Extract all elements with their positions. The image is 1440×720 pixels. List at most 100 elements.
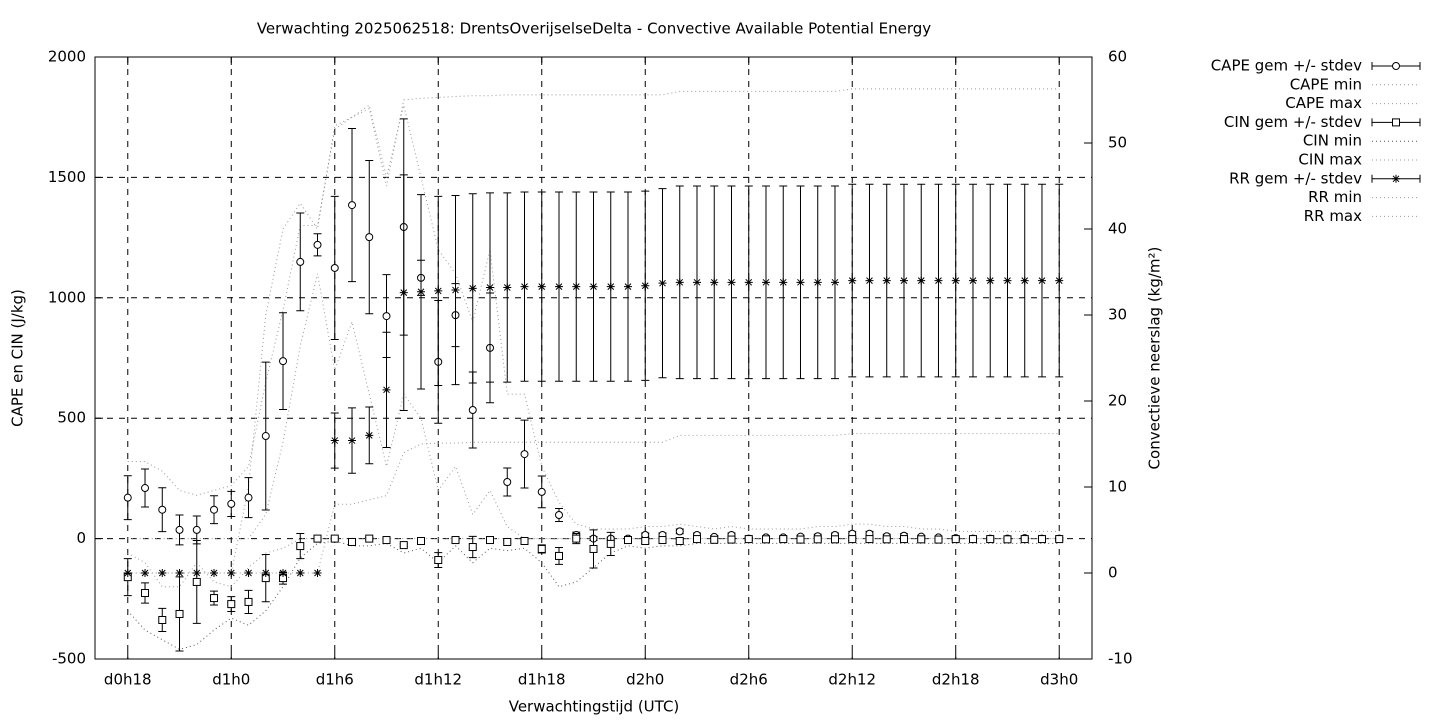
data-point [555, 551, 564, 560]
data-point [537, 487, 546, 496]
y2-axis-label: Convectieve neerslag (kg/m²) [1146, 247, 1164, 470]
data-point [572, 534, 581, 543]
data-point [210, 569, 219, 577]
y2-tick-label: 40 [1108, 220, 1127, 238]
data-point [313, 569, 322, 577]
data-point [727, 278, 736, 287]
data-point [244, 569, 253, 577]
x-tick-label: d2h18 [932, 671, 980, 689]
data-point [227, 569, 236, 577]
data-point [1037, 276, 1046, 285]
data-point [175, 525, 184, 534]
legend-label: CIN max [1298, 151, 1362, 169]
data-point [1037, 535, 1046, 544]
data-point [813, 535, 822, 544]
data-point [692, 278, 701, 287]
data-point [382, 385, 391, 394]
data-point [141, 589, 150, 598]
data-point [589, 282, 598, 291]
legend-label: CAPE min [1290, 75, 1362, 93]
data-point [934, 535, 943, 544]
data-point [417, 287, 426, 296]
legend-swatch [1392, 62, 1400, 70]
data-point [727, 535, 736, 544]
data-point [968, 276, 977, 285]
data-point [158, 615, 167, 624]
data-point [313, 534, 322, 543]
x-tick-label: d0h18 [104, 671, 152, 689]
legend-label: CIN min [1303, 132, 1362, 150]
data-point [382, 312, 391, 321]
data-point [796, 535, 805, 544]
plot-frame [94, 56, 1093, 660]
data-point [451, 286, 460, 295]
data-point [968, 535, 977, 544]
data-point [865, 535, 874, 544]
data-point [348, 436, 357, 445]
data-point [468, 543, 477, 552]
data-point [865, 276, 874, 285]
data-point [503, 537, 512, 546]
y-tick-label: 500 [57, 409, 86, 427]
data-point [227, 600, 236, 609]
data-point [468, 406, 477, 415]
data-point [175, 609, 184, 618]
data-point [296, 542, 305, 551]
x-tick-label: d2h12 [828, 671, 876, 689]
data-point [934, 276, 943, 285]
data-point [606, 539, 615, 548]
y-tick-label: 2000 [48, 48, 86, 66]
data-point [244, 493, 253, 502]
data-point [1020, 276, 1029, 285]
data-point [951, 276, 960, 285]
data-point [141, 484, 150, 493]
data-point [227, 499, 236, 508]
data-point [279, 357, 288, 366]
data-point [641, 537, 650, 546]
data-point [486, 536, 495, 545]
x-tick-label: d1h18 [518, 671, 566, 689]
series-line [127, 104, 1060, 532]
data-point [348, 201, 357, 210]
data-point [537, 544, 546, 553]
data-point [830, 535, 839, 544]
y-axis-label: CAPE en CIN (J/kg) [9, 289, 27, 427]
data-point [330, 263, 339, 272]
data-point [710, 535, 719, 544]
x-tick-label: d1h12 [414, 671, 462, 689]
data-point [675, 537, 684, 546]
data-point [796, 278, 805, 287]
data-point [261, 569, 270, 577]
data-point [986, 535, 995, 544]
data-point [917, 535, 926, 544]
data-point [555, 282, 564, 291]
data-point [520, 282, 529, 291]
data-point [710, 278, 719, 287]
data-point [210, 594, 219, 603]
data-point [830, 278, 839, 287]
legend-label: CAPE max [1285, 94, 1362, 112]
y-tick-label: 1000 [48, 288, 86, 306]
data-point [658, 279, 667, 288]
data-point [520, 537, 529, 546]
data-point [192, 569, 201, 577]
data-point [175, 569, 184, 577]
data-point [210, 505, 219, 514]
data-point [192, 525, 201, 534]
data-point [572, 282, 581, 291]
legend-label: RR gem +/- stdev [1229, 169, 1362, 187]
data-point [244, 597, 253, 606]
data-point [520, 450, 529, 459]
data-point [848, 276, 857, 285]
y2-tick-label: 60 [1108, 48, 1127, 66]
data-point [779, 278, 788, 287]
data-point [986, 276, 995, 285]
data-point [123, 569, 132, 577]
data-point [675, 278, 684, 287]
data-point [761, 278, 770, 287]
data-point [1020, 535, 1029, 544]
data-point [330, 534, 339, 543]
x-tick-label: d1h0 [212, 671, 250, 689]
y-tick-label: 1500 [48, 168, 86, 186]
